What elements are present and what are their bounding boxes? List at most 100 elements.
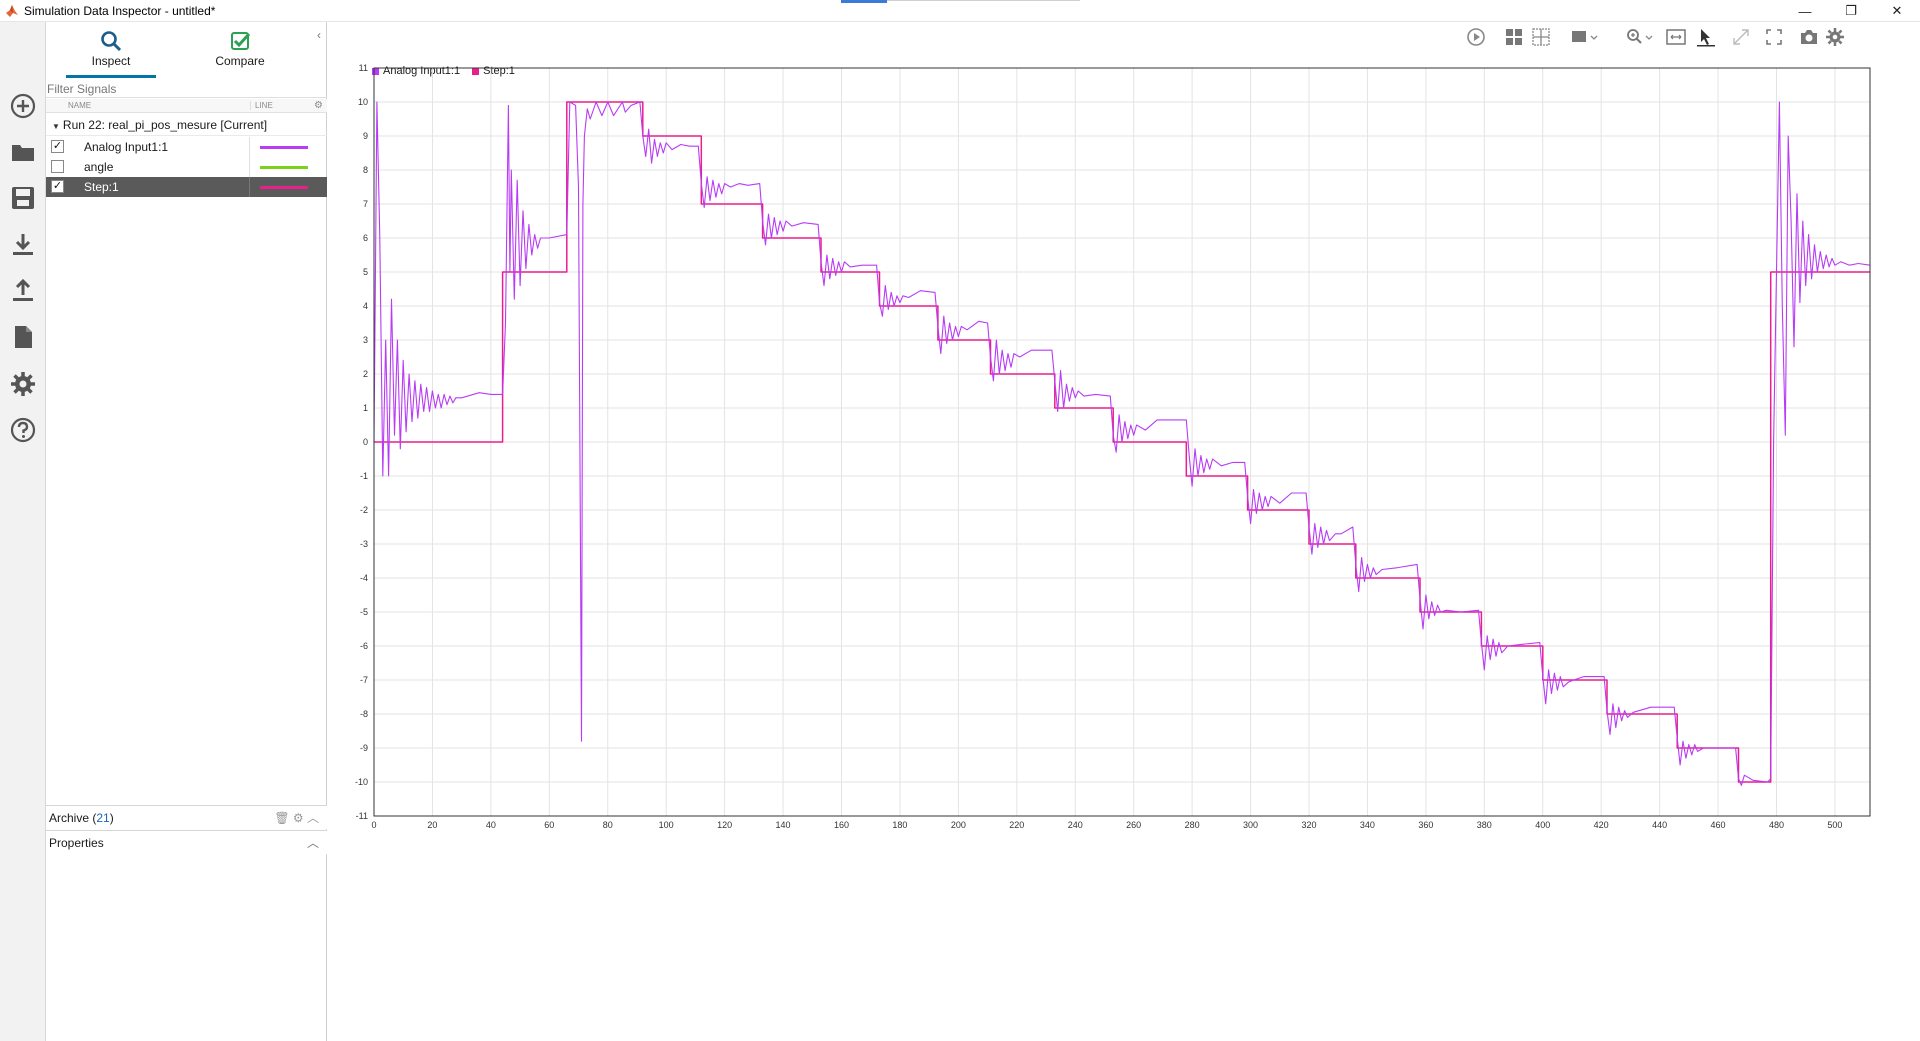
cursor-icon[interactable] [1694,25,1718,49]
signal-row[interactable]: ✓ Analog Input1:1 [46,137,327,157]
y-tick-label: -11 [356,811,368,821]
x-tick-label: 380 [1477,820,1492,830]
archive-suffix: ) [109,811,114,825]
series-line-step-1[interactable] [374,101,1870,783]
chevron-up-icon[interactable]: ︿ [306,836,319,850]
x-tick-label: 260 [1126,820,1141,830]
plot-settings-icon[interactable] [1823,25,1847,49]
signal-panel: Inspect Compare ‹ Filter Signals NAME LI… [46,22,327,1041]
y-tick-label: -5 [360,607,368,617]
expand-triangle-icon[interactable]: ▼ [52,122,60,131]
column-separator [249,137,250,157]
y-tick-label: -1 [360,471,368,481]
archive-actions[interactable]: 🗑 ⚙ ︿ [274,811,319,825]
y-tick-label: 10 [358,97,368,107]
window-title: Simulation Data Inspector - untitled* [24,3,216,18]
signal-checkbox[interactable] [51,160,64,173]
line-color-swatch[interactable] [260,146,308,149]
play-icon[interactable] [1464,25,1488,49]
x-tick-label: 480 [1769,820,1784,830]
y-tick-label: -7 [360,675,368,685]
archive-label: Archive ( [49,811,97,825]
fullscreen-icon[interactable] [1762,25,1786,49]
active-tab-indicator [66,75,156,78]
add-icon[interactable] [5,88,41,124]
x-tick-label: 180 [892,820,907,830]
tab-inspect[interactable]: Inspect [66,26,156,78]
legend-swatch [372,67,379,75]
y-tick-label: 4 [363,301,368,311]
minimize-button[interactable]: — [1798,3,1812,19]
y-tick-label: -6 [360,641,368,651]
document-icon[interactable] [5,319,41,355]
x-tick-label: 20 [427,820,437,830]
tab-inspect-label: Inspect [91,54,131,68]
column-separator [249,177,250,197]
x-tick-label: 80 [603,820,613,830]
search-icon [101,31,122,52]
run-row[interactable]: ▼ Run 22: real_pi_pos_mesure [Current] [46,114,327,136]
y-tick-label: -8 [360,709,368,719]
signal-row[interactable]: angle [46,157,327,177]
plot-series [373,101,1871,786]
y-tick-label: 3 [363,335,368,345]
tab-compare[interactable]: Compare [195,26,285,78]
y-tick-label: 6 [363,233,368,243]
x-tick-label: 140 [776,820,791,830]
signal-checkbox[interactable]: ✓ [51,180,64,193]
y-tick-label: 1 [363,403,368,413]
folder-open-icon[interactable] [5,134,41,170]
series-line-analog-input1-1[interactable] [373,101,1871,786]
legend-swatch [472,67,480,75]
x-axis-ticks: 0 20 40 60 80 100 120 140 160 180 200 220 240 260 280 3… [371,820,1842,830]
download-icon[interactable] [5,227,41,263]
close-button[interactable]: ✕ [1891,3,1903,18]
fit-to-view-icon[interactable] [1664,25,1688,49]
filter-signals-input[interactable]: Filter Signals [46,80,327,98]
x-tick-label: 340 [1360,820,1375,830]
y-tick-label: 0 [363,437,368,447]
window-title-bar: Simulation Data Inspector - untitled* — … [0,0,1920,22]
signal-checkbox[interactable]: ✓ [51,140,64,153]
y-tick-label: 11 [359,63,368,73]
x-tick-label: 420 [1594,820,1609,830]
signal-row-selected[interactable]: ✓ Step:1 [46,177,327,197]
visualization-icon[interactable] [1568,25,1604,49]
x-tick-label: 40 [486,820,496,830]
archive-count: 21 [96,811,110,825]
column-line-header[interactable]: LINE [250,101,273,110]
y-tick-label: -9 [360,743,368,753]
line-color-swatch[interactable] [260,186,308,189]
restore-button[interactable]: ❐ [1845,3,1857,18]
x-tick-label: 440 [1652,820,1667,830]
y-tick-label: 2 [363,369,368,379]
x-tick-label: 240 [1068,820,1083,830]
y-tick-label: 5 [363,267,368,277]
compare-check-icon [231,32,251,50]
archive-section[interactable]: Archive (21) 🗑 ⚙ ︿ [46,805,327,829]
x-tick-label: 60 [544,820,554,830]
column-name-header[interactable]: NAME [68,101,92,110]
x-tick-label: 0 [371,820,376,830]
plot-frame [373,67,1871,817]
x-tick-label: 120 [717,820,732,830]
x-tick-label: 320 [1301,820,1316,830]
upload-icon[interactable] [5,273,41,309]
subplot-layout-icon[interactable] [1529,25,1553,49]
collapse-panel-button[interactable]: ‹ [317,28,321,42]
y-tick-label: -10 [355,777,368,787]
layout-grid-icon[interactable] [1502,25,1526,49]
y-tick-label: 8 [363,165,368,175]
snapshot-icon[interactable] [1797,25,1821,49]
zoom-icon[interactable] [1623,25,1659,49]
save-icon[interactable] [5,180,41,216]
help-icon[interactable] [5,412,41,448]
settings-icon[interactable] [5,366,41,402]
properties-section[interactable]: Properties ︿ [46,830,327,854]
line-color-swatch[interactable] [260,166,308,169]
column-settings-icon[interactable]: ⚙ [314,100,323,111]
signal-name: Analog Input1:1 [84,140,169,154]
expand-icon[interactable] [1729,25,1753,49]
